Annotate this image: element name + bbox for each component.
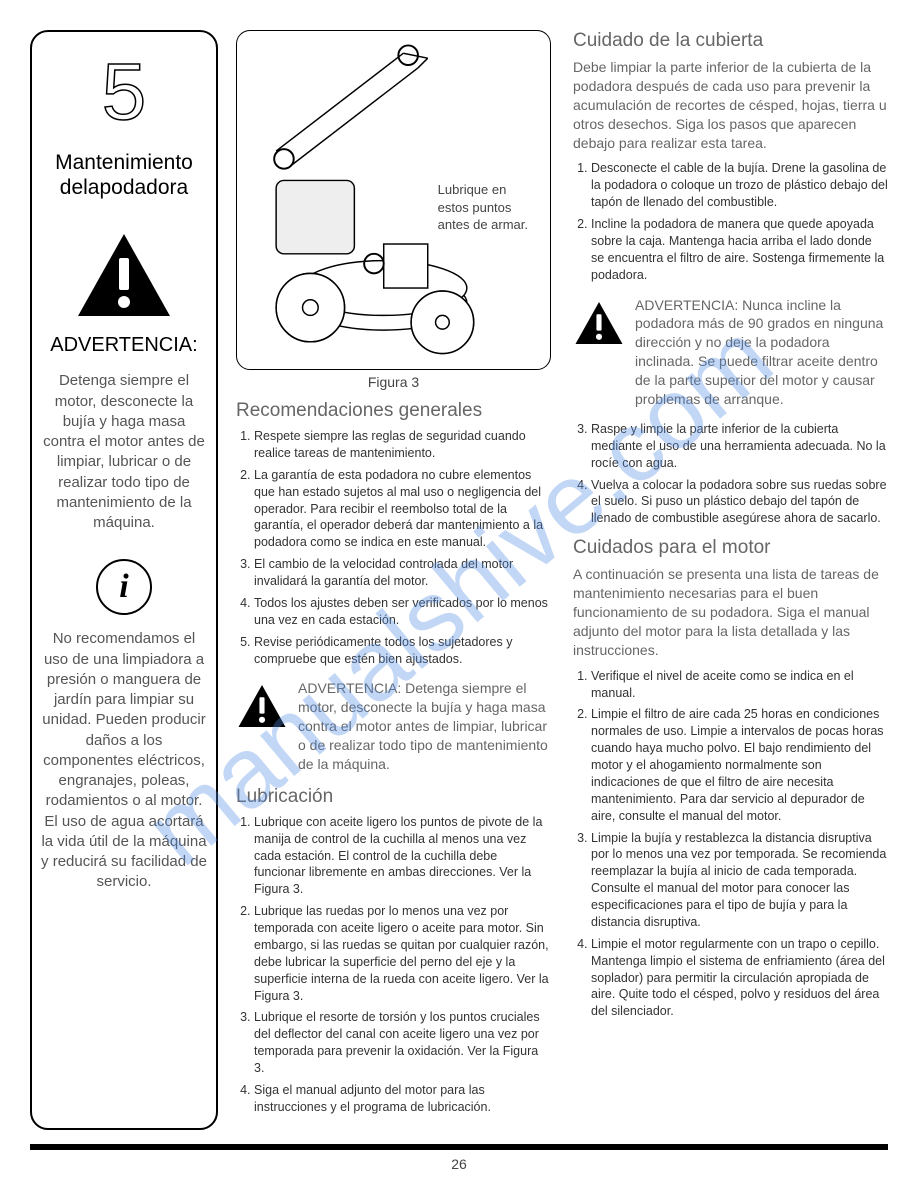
list-item: La garantía de esta podadora no cubre el… (254, 467, 551, 551)
heading-motor: Cuidados para el motor (573, 537, 888, 559)
list-item: El cambio de la velocidad controlada del… (254, 556, 551, 590)
column-left: Lubrique en estos puntos antes de armar.… (236, 30, 551, 1130)
cubierta-list-a: Desconecte el cable de la bujía. Drene l… (573, 160, 888, 283)
list-item: Lubrique el resorte de torsión y los pun… (254, 1009, 551, 1077)
inline-warning: ADVERTENCIA: Detenga siempre el motor, d… (236, 679, 551, 773)
fig-label-line: estos puntos (438, 200, 512, 215)
list-item: Incline la podadora de manera que quede … (591, 216, 888, 284)
list-item: Respete siempre las reglas de seguridad … (254, 428, 551, 462)
warning-triangle-icon (74, 230, 174, 320)
title-line: delapodadora (60, 176, 188, 199)
list-item: Limpie la bujía y restablezca la distanc… (591, 830, 888, 931)
chapter-number: 5 (102, 52, 147, 132)
warning-inline-text: ADVERTENCIA: Detenga siempre el motor, d… (298, 679, 551, 773)
fig-label-line: Lubrique en (438, 182, 507, 197)
heading-lubricacion: Lubricación (236, 786, 551, 808)
heading-recomendaciones: Recomendaciones generales (236, 400, 551, 422)
title-line: Mantenimiento (55, 151, 193, 174)
heading-cubierta: Cuidado de la cubierta (573, 30, 888, 52)
column-right: Cuidado de la cubierta Debe limpiar la p… (573, 30, 888, 1130)
warning-inline-text: ADVERTENCIA: Nunca incline la podadora m… (635, 296, 888, 409)
fig-label-line: antes de armar. (438, 217, 528, 232)
page-content: 5 Mantenimiento delapodadora ADVERTENCIA… (30, 30, 888, 1130)
info-icon: i (96, 559, 152, 615)
motor-list: Verifique el nivel de aceite como se ind… (573, 668, 888, 1021)
paragraph-cubierta: Debe limpiar la parte inferior de la cub… (573, 58, 888, 152)
main-content: Lubrique en estos puntos antes de armar.… (236, 30, 888, 1130)
footer-divider (30, 1144, 888, 1150)
list-item: Verifique el nivel de aceite como se ind… (591, 668, 888, 702)
sidebar-panel: 5 Mantenimiento delapodadora ADVERTENCIA… (30, 30, 218, 1130)
warning-triangle-icon (236, 683, 288, 729)
list-item: Lubrique con aceite ligero los puntos de… (254, 814, 551, 898)
list-item: Revise periódicamente todos los sujetado… (254, 634, 551, 668)
figure-3-box: Lubrique en estos puntos antes de armar. (236, 30, 551, 370)
section-title: Mantenimiento delapodadora (55, 150, 193, 200)
warning-text: Detenga siempre el motor, desconecte la … (40, 371, 208, 533)
figure-caption: Figura 3 (236, 374, 551, 390)
inline-warning: ADVERTENCIA: Nunca incline la podadora m… (573, 296, 888, 409)
cubierta-list-b: Raspe y limpie la parte inferior de la c… (573, 421, 888, 527)
list-item: Raspe y limpie la parte inferior de la c… (591, 421, 888, 472)
list-item: Todos los ajustes deben ser verificados … (254, 595, 551, 629)
list-item: Lubrique las ruedas por lo menos una vez… (254, 903, 551, 1004)
list-item: Limpie el filtro de aire cada 25 horas e… (591, 706, 888, 824)
list-item: Desconecte el cable de la bujía. Drene l… (591, 160, 888, 211)
page-number: 26 (30, 1156, 888, 1172)
lubricacion-list: Lubrique con aceite ligero los puntos de… (236, 814, 551, 1116)
warning-triangle-icon (573, 300, 625, 346)
warning-label: ADVERTENCIA: (50, 334, 197, 357)
list-item: Vuelva a colocar la podadora sobre sus r… (591, 477, 888, 528)
list-item: Limpie el motor regularmente con un trap… (591, 936, 888, 1020)
recomendaciones-list: Respete siempre las reglas de seguridad … (236, 428, 551, 667)
info-text: No recomendamos el uso de una limpiadora… (40, 629, 208, 892)
list-item: Siga el manual adjunto del motor para la… (254, 1082, 551, 1116)
figure-inline-label: Lubrique en estos puntos antes de armar. (438, 181, 528, 234)
paragraph-motor: A continuación se presenta una lista de … (573, 565, 888, 659)
